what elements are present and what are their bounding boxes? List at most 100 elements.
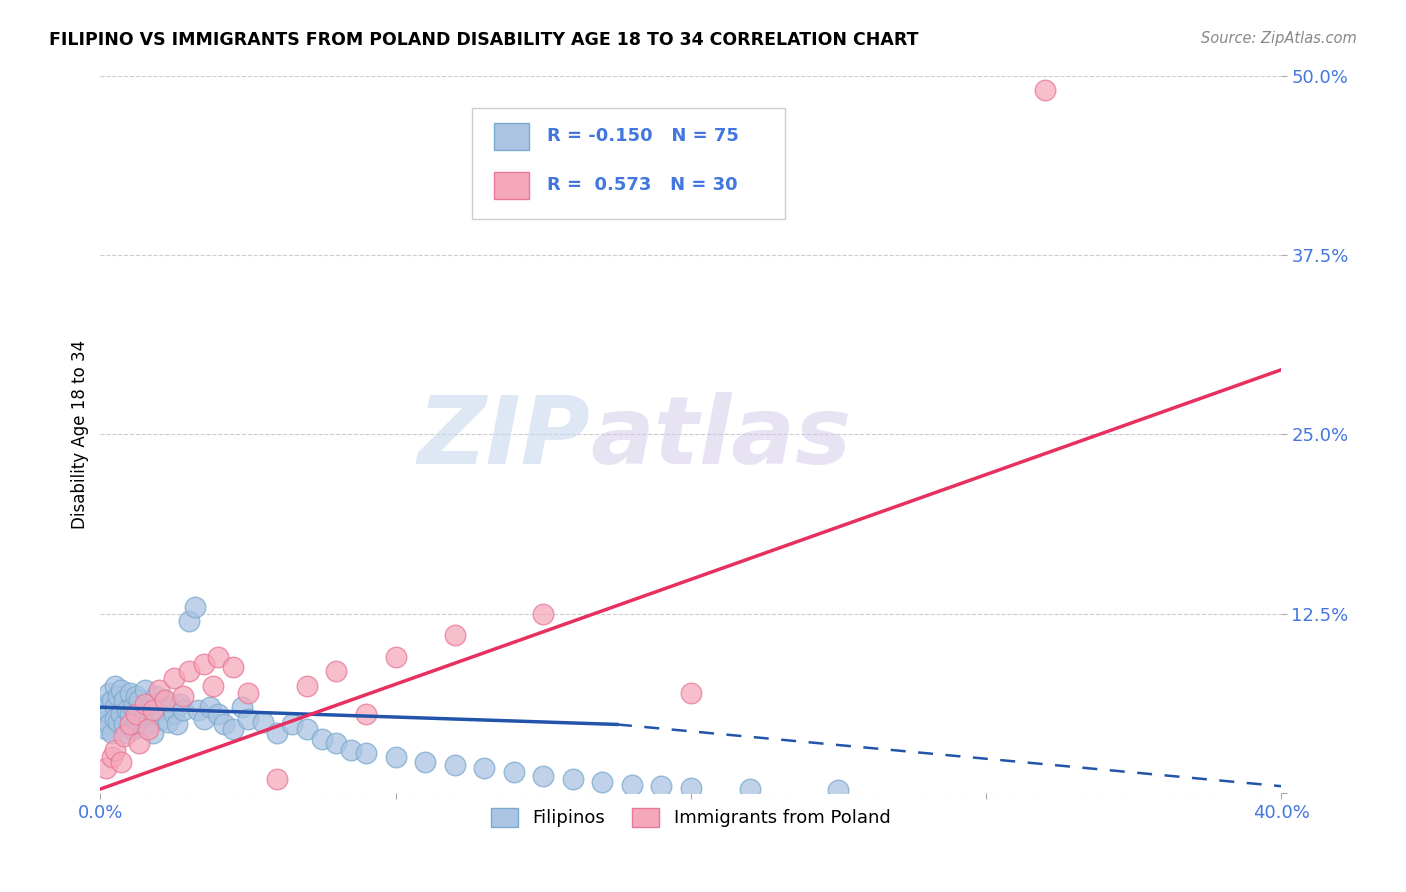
Point xyxy=(101,750,124,764)
Point xyxy=(98,686,121,700)
Point xyxy=(96,722,118,736)
Point xyxy=(118,707,141,722)
Text: R =  0.573   N = 30: R = 0.573 N = 30 xyxy=(547,177,737,194)
Bar xyxy=(472,108,785,219)
Point xyxy=(150,712,173,726)
Point xyxy=(193,712,215,726)
Point xyxy=(125,689,148,703)
Point xyxy=(112,693,135,707)
Point xyxy=(110,755,132,769)
Point xyxy=(172,703,194,717)
Point xyxy=(531,607,554,621)
Point xyxy=(98,707,121,722)
Point xyxy=(214,717,236,731)
Point xyxy=(110,707,132,722)
Point xyxy=(134,683,156,698)
Point xyxy=(620,778,643,792)
Point xyxy=(96,698,118,712)
Point xyxy=(155,693,177,707)
Point xyxy=(354,746,377,760)
Point xyxy=(231,700,253,714)
Point xyxy=(236,686,259,700)
Point xyxy=(128,736,150,750)
Point xyxy=(142,726,165,740)
Point xyxy=(827,783,849,797)
Point xyxy=(125,707,148,722)
Point xyxy=(281,717,304,731)
Point xyxy=(121,722,143,736)
Point xyxy=(172,689,194,703)
Point xyxy=(1033,83,1056,97)
Point xyxy=(679,686,702,700)
Point xyxy=(502,764,524,779)
Point xyxy=(679,780,702,795)
Point xyxy=(266,726,288,740)
Point xyxy=(107,714,129,729)
Point xyxy=(104,743,127,757)
Point xyxy=(104,700,127,714)
Point xyxy=(184,599,207,614)
Point xyxy=(104,679,127,693)
Point xyxy=(354,707,377,722)
Point xyxy=(193,657,215,672)
Point xyxy=(443,628,465,642)
Point xyxy=(384,750,406,764)
Text: R = -0.150   N = 75: R = -0.150 N = 75 xyxy=(547,128,738,145)
Point xyxy=(136,722,159,736)
Point xyxy=(115,726,138,740)
Text: atlas: atlas xyxy=(591,392,852,484)
Point xyxy=(222,722,245,736)
Point xyxy=(166,717,188,731)
Point xyxy=(142,703,165,717)
Point xyxy=(121,700,143,714)
Point xyxy=(177,614,200,628)
Point xyxy=(134,698,156,712)
Point xyxy=(198,700,221,714)
Point xyxy=(236,712,259,726)
Bar xyxy=(494,172,529,199)
Point xyxy=(177,665,200,679)
Text: Source: ZipAtlas.com: Source: ZipAtlas.com xyxy=(1201,31,1357,46)
Text: ZIP: ZIP xyxy=(418,392,591,484)
Point xyxy=(125,712,148,726)
Point xyxy=(295,722,318,736)
Point xyxy=(134,707,156,722)
Point xyxy=(131,714,153,729)
Point xyxy=(472,760,495,774)
Point xyxy=(187,703,209,717)
Point xyxy=(163,707,186,722)
Point xyxy=(136,717,159,731)
Point xyxy=(107,689,129,703)
Point xyxy=(101,726,124,740)
Point xyxy=(112,717,135,731)
Point xyxy=(738,782,761,797)
Point xyxy=(252,714,274,729)
Point xyxy=(295,679,318,693)
Point xyxy=(160,700,183,714)
Legend: Filipinos, Immigrants from Poland: Filipinos, Immigrants from Poland xyxy=(484,801,898,835)
Point xyxy=(207,650,229,665)
Point xyxy=(115,703,138,717)
Point xyxy=(118,686,141,700)
Point xyxy=(413,755,436,769)
Y-axis label: Disability Age 18 to 34: Disability Age 18 to 34 xyxy=(72,340,89,529)
Point xyxy=(561,772,583,786)
Point xyxy=(266,772,288,786)
Point xyxy=(325,665,347,679)
Point xyxy=(104,712,127,726)
Point xyxy=(650,779,672,793)
Point xyxy=(148,703,170,717)
Point xyxy=(91,703,114,717)
Point xyxy=(110,683,132,698)
Bar xyxy=(494,123,529,150)
Point xyxy=(128,693,150,707)
Point xyxy=(325,736,347,750)
Point xyxy=(142,707,165,722)
Point xyxy=(128,703,150,717)
Point xyxy=(155,693,177,707)
Point xyxy=(118,717,141,731)
Point xyxy=(145,689,167,703)
Point xyxy=(139,698,162,712)
Point xyxy=(112,729,135,743)
Point xyxy=(169,698,191,712)
